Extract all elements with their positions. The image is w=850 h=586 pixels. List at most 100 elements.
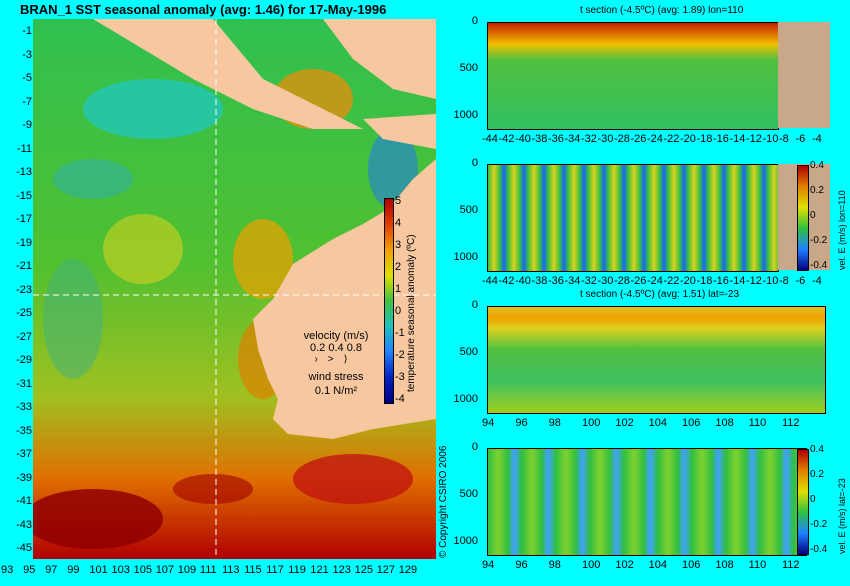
section-panel-1[interactable]: t section (-4.5ºC) (avg: 1.89) lon=110 0 5… [440, 5, 850, 160]
map-lon-label: 125 [354, 564, 373, 576]
panel-plot[interactable] [487, 306, 826, 414]
section-panel-4[interactable]: 0 500 1000 94 96 98 100 102 104 106 108 110 112 0.4 0.… [440, 441, 850, 586]
panel-x-label: -28 [614, 133, 630, 145]
panel-x-label: 96 [515, 559, 528, 571]
map-lat-label: -37 [16, 448, 32, 460]
velocity-legend-title: velocity (m/s) [303, 330, 369, 342]
map-lat-label: -21 [16, 260, 32, 272]
map-lat-label: -45 [16, 542, 32, 554]
panel-y-label: 500 [459, 488, 478, 500]
panel-title: t section (-4.5ºC) (avg: 1.51) lat=-23 [580, 289, 739, 300]
borneo-landmass [323, 19, 436, 99]
map-lat-label: -3 [22, 48, 32, 61]
map-canvas [23, 19, 436, 559]
panel-x-label: 100 [582, 417, 601, 429]
panel-x-label: -38 [531, 275, 548, 287]
velocity-legend-scale: 0.2 0.4 0.8 [310, 342, 362, 354]
panel-colorbar-tick: -0.2 [810, 519, 828, 530]
sst-anomaly-map[interactable] [23, 19, 436, 559]
map-lat-label: -31 [16, 377, 32, 390]
panel-x-label: -6 [795, 275, 806, 287]
panel-x-label: -22 [663, 133, 680, 145]
panel-x-label: -32 [581, 133, 597, 145]
map-lon-label: 117 [266, 564, 284, 576]
panel-x-label: 94 [482, 559, 495, 571]
panel-colorbar-tick: 0 [810, 494, 816, 505]
panel-x-label: -24 [647, 275, 663, 287]
panel-colorbar-tick: 0.4 [810, 160, 824, 171]
panel-x-label: 98 [548, 417, 561, 429]
map-lon-label: 97 [45, 564, 58, 576]
panel-x-label: 108 [715, 559, 734, 571]
panel-x-label: -34 [564, 133, 581, 145]
panel-plot[interactable] [487, 448, 807, 556]
map-lat-label: -1 [22, 25, 32, 37]
panel-y-label: 1000 [453, 251, 478, 263]
panel-x-label: -42 [498, 275, 515, 287]
map-lat-label: -27 [16, 330, 32, 343]
panel-x-label: 96 [515, 417, 528, 429]
map-colorbar-tick: 2 [395, 261, 402, 273]
map-lat-label: -5 [22, 72, 32, 84]
panel-x-label: 110 [748, 559, 767, 571]
panel-x-label: -38 [531, 133, 548, 145]
panel-y-label: 0 [471, 441, 478, 453]
panel-y-label: 1000 [453, 109, 478, 121]
panel-colorbar-label: vel. E (m/s) lat=-23 [837, 478, 847, 554]
map-lon-label: 105 [133, 564, 152, 576]
map-lon-label: 119 [288, 564, 306, 576]
panel-x-label: 112 [782, 559, 800, 571]
map-lat-label: -39 [16, 471, 32, 484]
panel-plot[interactable] [487, 164, 779, 272]
wind-stress-value: 0.1 N/m² [314, 385, 358, 397]
panel-x-label: -6 [795, 133, 806, 145]
section-panel-3[interactable]: t section (-4.5ºC) (avg: 1.51) lat=-23 0 5… [440, 289, 850, 444]
panel-x-label: -8 [779, 275, 789, 287]
panel-x-label: -40 [515, 133, 531, 145]
panel-x-label: -22 [663, 275, 680, 287]
panel-x-label: -16 [713, 133, 729, 145]
map-colorbar-tick: -4 [395, 393, 405, 405]
panel-y-label: 0 [471, 157, 478, 169]
panel-plot[interactable] [487, 22, 779, 130]
map-colorbar [384, 198, 394, 404]
panel-x-label: 108 [715, 417, 734, 429]
panel-x-label: 106 [682, 559, 701, 571]
panel-colorbar-tick: -0.2 [810, 235, 828, 246]
panel-x-label: -12 [746, 133, 762, 145]
panel-x-label: -16 [713, 275, 729, 287]
map-lat-label: -29 [16, 354, 32, 366]
panel-x-label: 100 [582, 559, 601, 571]
map-lat-label: -7 [22, 95, 32, 108]
velocity-arrows-icon: ›>⟩ [314, 354, 358, 365]
panel-title: t section (-4.5ºC) (avg: 1.89) lon=110 [580, 5, 744, 16]
panel-colorbar-tick: 0 [810, 210, 816, 221]
panel-x-label: 98 [548, 559, 561, 571]
panel-x-label: 94 [482, 417, 495, 429]
panel-x-label: -30 [597, 275, 614, 287]
panel-land [778, 22, 830, 128]
map-lat-label: -11 [16, 142, 32, 155]
wind-stress-title: wind stress [308, 371, 364, 383]
panel-colorbar-label: vel. E (m/s) lon=110 [837, 190, 847, 270]
map-colorbar-tick: -3 [395, 371, 405, 383]
panel-x-label: -36 [548, 133, 564, 145]
panel-colorbar-tick: 0.4 [810, 444, 824, 455]
panel-colorbar [797, 449, 809, 555]
panel-y-label: 500 [459, 346, 478, 358]
map-lon-label: 113 [222, 564, 240, 576]
map-lat-label: -19 [16, 236, 32, 249]
lesser-sunda-islands [363, 114, 436, 149]
panel-x-label: -20 [680, 133, 696, 145]
map-colorbar-tick: -1 [395, 327, 405, 339]
panel-x-label: -26 [630, 133, 647, 145]
map-colorbar-tick: -2 [395, 349, 405, 361]
panel-x-label: -42 [498, 133, 515, 145]
map-lat-label: -23 [16, 283, 32, 296]
panel-x-label: -10 [762, 275, 779, 287]
section-panel-2[interactable]: 0 500 1000 -44 -42 -40 -38 -36 -34 -32 -30 -28 -26 -2… [440, 157, 850, 302]
panel-x-label: -24 [647, 133, 663, 145]
panel-x-label: -44 [482, 275, 498, 287]
map-lon-label: 93 [1, 564, 14, 576]
map-lon-label: 95 [23, 564, 36, 576]
